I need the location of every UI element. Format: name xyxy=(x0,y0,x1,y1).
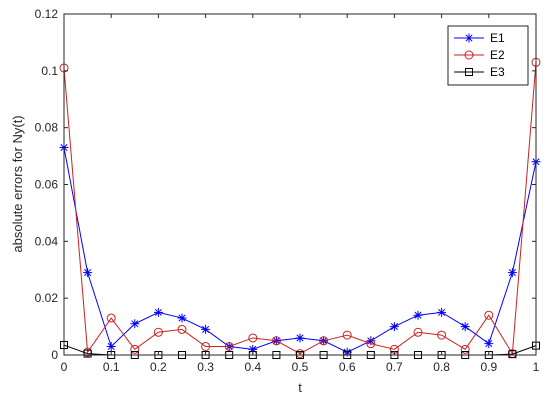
y-tick-label: 0.04 xyxy=(35,234,59,248)
data-point-e1 xyxy=(130,319,140,329)
legend-marker xyxy=(464,33,474,43)
legend: E1 E2 E3 xyxy=(447,25,529,86)
data-point-e2 xyxy=(153,327,163,337)
data-point-e2 xyxy=(460,344,470,354)
data-point-e1 xyxy=(366,336,376,346)
legend-item-e1: E1 xyxy=(454,31,505,45)
data-point-e2 xyxy=(413,327,423,337)
data-point-e1 xyxy=(106,341,116,351)
y-tick-label: 0.12 xyxy=(35,7,59,21)
data-point-e1 xyxy=(177,313,187,323)
data-point-e1 xyxy=(83,268,93,278)
data-point-e2 xyxy=(366,339,376,349)
x-tick-label: 0.3 xyxy=(197,360,214,374)
data-point-e1 xyxy=(413,310,423,320)
x-tick-label: 0.4 xyxy=(244,360,261,374)
data-point-e2 xyxy=(342,330,352,340)
y-tick-label: 0.08 xyxy=(35,121,59,135)
data-point-e1 xyxy=(295,333,305,343)
legend-marker xyxy=(464,50,474,60)
data-point-e1 xyxy=(507,268,517,278)
data-point-e1 xyxy=(389,322,399,332)
x-tick-label: 0.8 xyxy=(433,360,450,374)
y-axis-label: absolute errors for Ny(t) xyxy=(10,115,25,252)
legend-item-e2: E2 xyxy=(454,48,505,62)
data-point-e2 xyxy=(201,341,211,351)
x-tick-label: 0.5 xyxy=(292,360,309,374)
ticks-layer: 0 0.1 0.2 0.3 0.4 0.5 0.6 0.7 0.8 0.9 1 0 0.02 0.04 0.… xyxy=(35,7,540,374)
x-tick-label: 0.1 xyxy=(103,360,120,374)
x-tick-label: 0.7 xyxy=(386,360,403,374)
data-point-e2 xyxy=(106,313,116,323)
y-tick-label: 0 xyxy=(51,348,58,362)
data-point-e2 xyxy=(319,336,329,346)
data-point-e2 xyxy=(130,344,140,354)
data-point-e1 xyxy=(437,307,447,317)
data-point-e2 xyxy=(437,330,447,340)
data-point-e2 xyxy=(177,324,187,334)
y-tick-label: 0.06 xyxy=(35,178,59,192)
data-point-e3 xyxy=(83,349,92,358)
data-point-e2 xyxy=(224,341,234,351)
legend-label: E1 xyxy=(490,31,505,45)
x-tick-label: 0 xyxy=(61,360,68,374)
data-point-e1 xyxy=(248,344,258,354)
data-point-e1 xyxy=(460,322,470,332)
legend-label: E2 xyxy=(490,48,505,62)
data-point-e2 xyxy=(484,310,494,320)
data-point-e2 xyxy=(248,333,258,343)
data-point-e1 xyxy=(484,339,494,349)
data-point-e3 xyxy=(508,350,517,359)
x-tick-label: 0.2 xyxy=(150,360,167,374)
legend-label: E3 xyxy=(490,65,505,79)
data-point-e1 xyxy=(201,324,211,334)
legend-item-e3: E3 xyxy=(454,65,505,79)
x-axis-label: t xyxy=(298,380,302,395)
legend-marker xyxy=(465,68,473,76)
x-tick-label: 0.9 xyxy=(480,360,497,374)
y-tick-label: 0.02 xyxy=(35,291,59,305)
x-tick-label: 0.6 xyxy=(339,360,356,374)
y-tick-label: 0.1 xyxy=(41,64,58,78)
data-point-e1 xyxy=(153,307,163,317)
x-tick-label: 1 xyxy=(533,360,540,374)
data-point-e2 xyxy=(271,336,281,346)
